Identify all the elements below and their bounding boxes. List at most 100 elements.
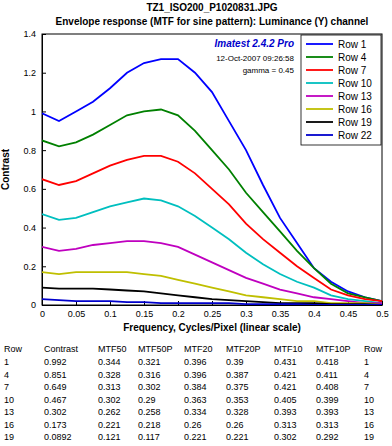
- x-tick-label: 0.2: [172, 309, 185, 319]
- y-tick-label: 1: [31, 107, 36, 117]
- legend-swatch: [306, 43, 333, 45]
- table-cell: 0.851: [44, 370, 67, 380]
- table-cell: 0.313: [316, 420, 339, 430]
- background: [0, 0, 392, 446]
- table-cell: 0.399: [316, 395, 339, 405]
- table-cell: 0.405: [274, 395, 297, 405]
- y-tick: 1.2: [23, 68, 46, 78]
- y-tick-mark: [42, 150, 46, 151]
- table-cell: 0.221: [226, 432, 249, 442]
- annotation: Imatest 2.4.2 Pro: [215, 38, 294, 49]
- y-tick-label: 1.2: [23, 68, 36, 78]
- x-tick-label: 0.5: [376, 309, 389, 319]
- y-tick-label: 0.8: [23, 146, 36, 156]
- table-cell: 0.302: [274, 432, 297, 442]
- table-cell: 16: [364, 420, 374, 430]
- table-header: Row: [364, 344, 383, 354]
- y-tick-mark: [42, 228, 46, 229]
- x-tick-label: 0.4: [308, 309, 321, 319]
- legend-label: Row 7: [338, 65, 367, 76]
- table-cell: 0.302: [138, 382, 161, 392]
- table-cell: 16: [4, 420, 14, 430]
- table-cell: 0.221: [98, 420, 121, 430]
- x-tick-label: 0.3: [240, 309, 253, 319]
- y-tick-label: 0.4: [23, 223, 36, 233]
- table-cell: 0.387: [226, 370, 249, 380]
- table-cell: 7: [4, 382, 9, 392]
- x-tick-label: 0.25: [204, 309, 222, 319]
- table-cell: 0.328: [98, 370, 121, 380]
- series-line: [42, 299, 382, 305]
- table-cell: 19: [4, 432, 14, 442]
- table-cell: 0.393: [316, 407, 339, 417]
- table-cell: 13: [4, 407, 14, 417]
- y-tick: 0.8: [23, 146, 46, 156]
- table-cell: 0.393: [274, 407, 297, 417]
- annotation: gamma = 0.45: [243, 66, 295, 75]
- table-cell: 0.302: [44, 407, 67, 417]
- table-cell: 0.121: [98, 432, 121, 442]
- chart-container: TZ1_ISO200_P1020831.JPGEnvelope response…: [0, 0, 392, 446]
- y-tick-mark: [42, 305, 46, 306]
- table-header: Contrast: [44, 344, 79, 354]
- table-header: MTF20: [184, 344, 213, 354]
- table-cell: 0.411: [316, 370, 338, 380]
- y-axis-label: Contrast: [0, 148, 11, 190]
- table-cell: 0.421: [274, 370, 297, 380]
- series-line: [42, 59, 382, 301]
- x-tick: 0.1: [104, 301, 117, 319]
- y-axis: 00.20.40.60.811.21.4: [23, 29, 46, 310]
- table-cell: 1: [364, 357, 369, 367]
- table-header: MTF50P: [138, 344, 173, 354]
- series-line: [42, 288, 382, 305]
- y-tick-label: 0.2: [23, 262, 36, 272]
- table-header: MTF50: [98, 344, 127, 354]
- table-cell: 0.467: [44, 395, 67, 405]
- lines: [42, 59, 382, 305]
- legend-swatch: [306, 69, 333, 71]
- results-table: RowContrastMTF50MTF50PMTF20MTF20PMTF10MT…: [4, 344, 383, 442]
- table-cell: 0.313: [98, 382, 121, 392]
- table-cell: 0.396: [184, 357, 207, 367]
- table-cell: 0.173: [44, 420, 67, 430]
- table-cell: 0.26: [226, 420, 244, 430]
- table-cell: 0.292: [316, 432, 339, 442]
- chart-svg: TZ1_ISO200_P1020831.JPGEnvelope response…: [0, 0, 392, 446]
- table-cell: 0.26: [184, 420, 202, 430]
- x-tick-label: 0.15: [136, 309, 154, 319]
- legend-box: [301, 35, 381, 145]
- table-cell: 0.396: [184, 370, 207, 380]
- y-tick-mark: [42, 73, 46, 74]
- y-tick: 0.4: [23, 223, 46, 233]
- table-cell: 13: [364, 407, 374, 417]
- table-cell: 0.418: [316, 357, 339, 367]
- table-cell: 1: [4, 357, 9, 367]
- table-cell: 0.321: [138, 357, 161, 367]
- legend-swatch: [306, 108, 333, 110]
- table-cell: 0.344: [98, 357, 121, 367]
- x-tick-label: 0.05: [68, 309, 86, 319]
- table-cell: 0.221: [184, 432, 207, 442]
- table-cell: 19: [364, 432, 374, 442]
- y-tick-mark: [42, 266, 46, 267]
- table-cell: 10: [364, 395, 374, 405]
- legend-label: Row 4: [338, 52, 367, 63]
- table-cell: 0.313: [274, 420, 297, 430]
- table-cell: 0.302: [98, 395, 121, 405]
- table-cell: 10: [4, 395, 14, 405]
- y-tick: 0: [31, 300, 46, 310]
- table-cell: 0.353: [226, 395, 249, 405]
- series-line: [42, 272, 382, 305]
- x-axis-label: Frequency, Cycles/Pixel (linear scale): [123, 322, 301, 333]
- table-header: MTF10: [274, 344, 303, 354]
- plot-frame: [42, 34, 382, 305]
- table-cell: 0.29: [138, 395, 156, 405]
- table-cell: 0.117: [138, 432, 160, 442]
- table-cell: 4: [364, 370, 369, 380]
- legend-swatch: [306, 134, 333, 136]
- y-tick-label: 0: [31, 300, 36, 310]
- title: TZ1_ISO200_P1020831.JPG: [146, 2, 277, 13]
- legend-swatch: [306, 82, 333, 84]
- legend-label: Row 22: [338, 130, 372, 141]
- y-tick: 1: [31, 107, 46, 117]
